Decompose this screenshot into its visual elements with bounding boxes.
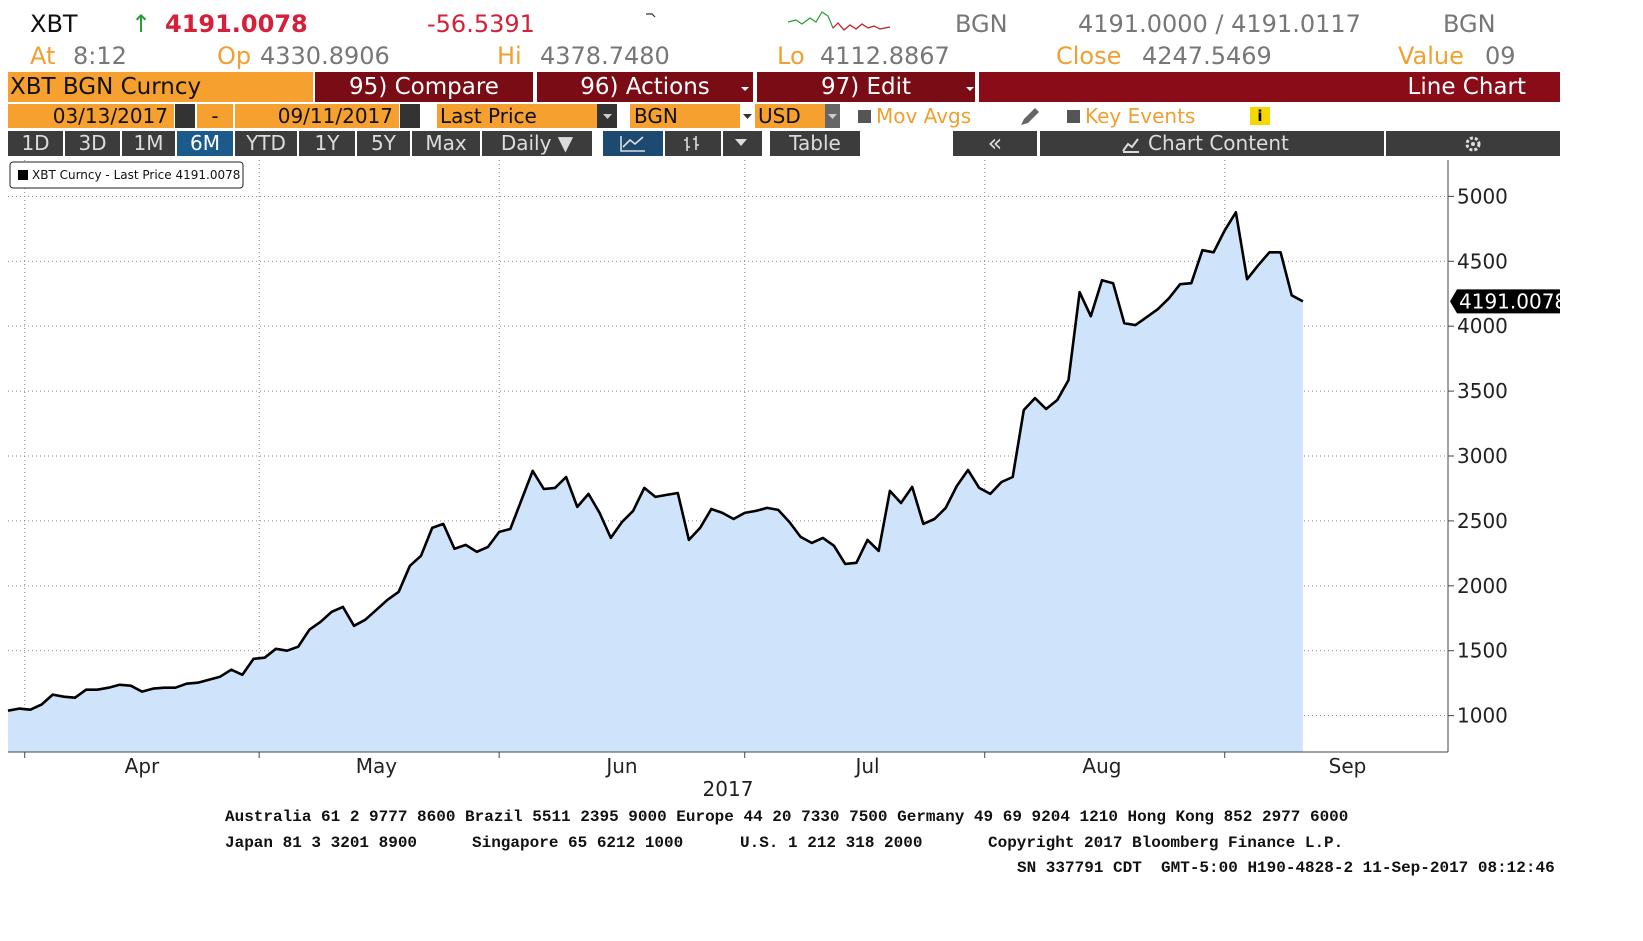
bar-style-button[interactable] <box>665 131 721 156</box>
y-tick-label: 2000 <box>1457 574 1508 598</box>
legend-swatch <box>18 170 28 180</box>
period-button[interactable]: 3D <box>65 131 120 156</box>
period-button[interactable]: 6M <box>177 131 233 156</box>
currency[interactable]: USD <box>755 104 825 128</box>
area <box>8 212 1303 753</box>
legend-entry: XBT Curncy - Last Price 4191.0078 <box>32 168 240 182</box>
footer-contact: U.S. 1 212 318 2000 <box>740 834 923 852</box>
checkbox[interactable] <box>1067 110 1080 123</box>
period-button[interactable]: 1Y <box>299 131 355 156</box>
price: 4191.0078 <box>165 10 308 38</box>
checkbox[interactable] <box>858 110 871 123</box>
change: -56.5391 <box>427 10 535 38</box>
x-tick-label: Apr <box>125 754 160 778</box>
currency: BGN <box>1443 10 1496 38</box>
x-tick-label: Sep <box>1329 754 1367 778</box>
stat-value: 4247.5469 <box>1142 42 1272 70</box>
start-date[interactable]: 03/13/2017 <box>8 104 174 128</box>
y-tick-label: 5000 <box>1457 184 1508 208</box>
mov-avgs[interactable]: Mov Avgs <box>876 104 972 128</box>
x-tick-label: May <box>356 754 398 778</box>
y-tick-label: 1500 <box>1457 639 1508 663</box>
x-tick-label: Jul <box>853 754 879 778</box>
info[interactable]: i <box>1250 107 1270 125</box>
stat-value: 4378.7480 <box>540 42 670 70</box>
style-icons <box>620 136 747 152</box>
period-button[interactable]: YTD <box>235 131 297 156</box>
stat-value: 09 <box>1485 42 1516 70</box>
x-tick-label: Jun <box>604 754 637 778</box>
stat-label: Value <box>1398 42 1464 70</box>
period-button[interactable]: Max <box>412 131 480 156</box>
currency: BGN <box>955 10 1008 38</box>
calendar-icon[interactable] <box>175 104 195 128</box>
end-date[interactable]: 09/11/2017 <box>235 104 399 128</box>
y-tick-label: 1000 <box>1457 704 1508 728</box>
last-price-label: 4191.0078 <box>1459 289 1567 313</box>
table-button[interactable]: Table <box>770 131 860 156</box>
x-tick-label: Aug <box>1082 754 1121 778</box>
stat-value: 8:12 <box>73 42 127 70</box>
chart-icon <box>1122 138 1139 153</box>
stat-value: 4330.8906 <box>260 42 390 70</box>
date-dash: - <box>197 104 233 128</box>
y-tick-label: 3500 <box>1457 379 1508 403</box>
stat-label: Op <box>217 42 252 70</box>
session-info: SN 337791 CDT GMT-5:00 H190-4828-2 11-Se… <box>1017 859 1555 877</box>
y-tick-label: 3000 <box>1457 444 1508 468</box>
menu-actions[interactable]: 96) Actions <box>537 72 753 102</box>
stat-label: At <box>30 42 56 70</box>
chart-type[interactable]: Line Chart <box>979 72 1560 102</box>
stat-label: Lo <box>777 42 805 70</box>
menu-compare[interactable]: 95) Compare <box>315 72 533 102</box>
chart-content[interactable]: Chart Content <box>1040 131 1384 156</box>
ticker: XBT <box>30 10 78 38</box>
sparklines <box>646 11 891 31</box>
gear-icon <box>1465 136 1481 152</box>
y-tick-label: 4000 <box>1457 314 1508 338</box>
legend-box <box>9 161 244 189</box>
line-style-button[interactable] <box>603 131 663 156</box>
stat-value: 4112.8867 <box>820 42 950 70</box>
period-button[interactable]: 1M <box>122 131 175 156</box>
key-events[interactable]: Key Events <box>1085 104 1196 128</box>
security[interactable]: XBT BGN Curncy <box>8 72 313 102</box>
stat-label: Hi <box>497 42 522 70</box>
period-button[interactable]: 1D <box>8 131 63 156</box>
price-line <box>7 211 1304 712</box>
stat-label: Close <box>1056 42 1122 70</box>
dropdown-arrows <box>603 114 837 119</box>
calendar-icon[interactable] <box>400 104 420 128</box>
source[interactable]: BGN <box>630 104 740 128</box>
copyright: Copyright 2017 Bloomberg Finance L.P. <box>988 834 1344 852</box>
pencil-icon[interactable] <box>1018 106 1042 128</box>
bid-ask: 4191.0000 / 4191.0117 <box>1078 10 1361 38</box>
frequency[interactable]: Daily ▼ <box>482 131 592 156</box>
last-price-tag <box>1450 289 1560 314</box>
footer-contacts: Australia 61 2 9777 8600 Brazil 5511 239… <box>225 808 1349 826</box>
y-tick-label: 2500 <box>1457 509 1508 533</box>
footer-contact: Japan 81 3 3201 8900 <box>225 834 418 852</box>
footer-contact: Singapore 65 6212 1000 <box>472 834 684 852</box>
period-button[interactable]: 5Y <box>357 131 410 156</box>
plot: 1000 1500 2000 2500 3000 3500 4000 4500 5000 4191… <box>7 160 1567 778</box>
y-tick-label: 4500 <box>1457 249 1508 273</box>
menu-edit[interactable]: 97) Edit <box>757 72 975 102</box>
field[interactable]: Last Price <box>437 104 597 128</box>
x-axis-label: 2017 <box>703 777 754 801</box>
arrow: ↑ <box>131 10 152 38</box>
collapse-button[interactable]: « <box>953 131 1037 156</box>
